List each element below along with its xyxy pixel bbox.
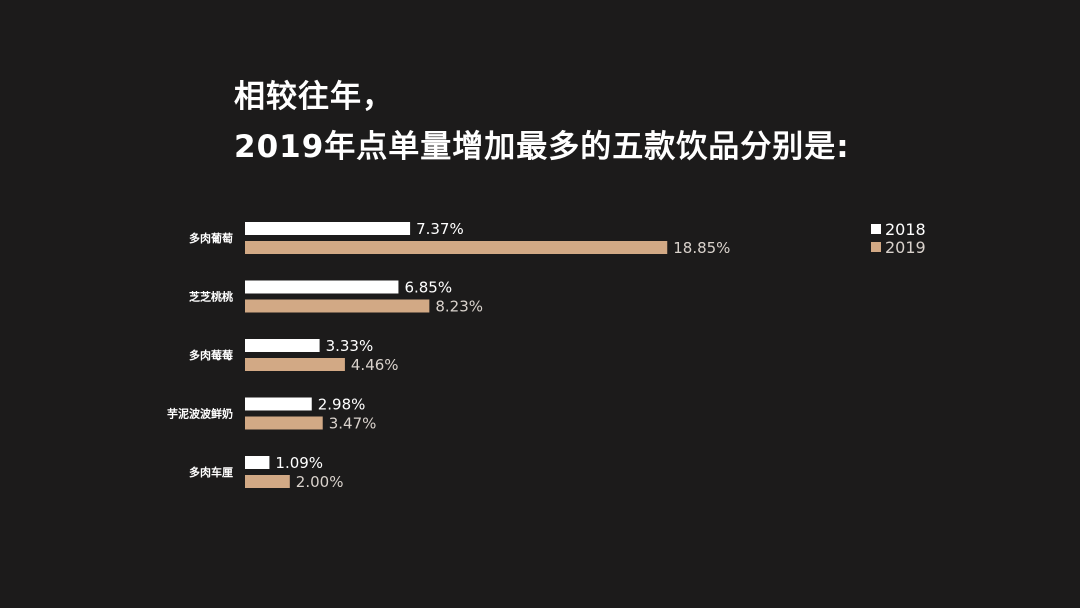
legend-swatch-2019 <box>871 242 881 252</box>
data-label-2018: 6.85% <box>404 279 452 297</box>
data-label-2019: 4.46% <box>351 356 399 374</box>
bar-2019 <box>245 358 345 371</box>
bar-2019 <box>245 241 668 254</box>
bar-2018 <box>245 456 270 469</box>
legend-label-2018: 2018 <box>885 220 926 239</box>
category-label: 多肉葡萄 <box>189 231 233 245</box>
bar-2019 <box>245 416 323 430</box>
category-label: 多肉莓莓 <box>189 348 233 362</box>
data-label-2018: 7.37% <box>416 220 464 238</box>
category-label: 芝芝桃桃 <box>189 290 233 304</box>
legend-label-2019: 2019 <box>885 238 926 257</box>
page-title: 相较往年， 2019年点单量增加最多的五款饮品分别是: <box>234 72 850 172</box>
data-label-2019: 3.47% <box>329 415 377 433</box>
data-label-2018: 3.33% <box>326 337 374 355</box>
data-label-2018: 2.98% <box>318 396 366 414</box>
bar-2018 <box>245 397 312 411</box>
category-label: 多肉车厘 <box>189 465 233 479</box>
legend-swatch-2018 <box>871 224 881 234</box>
data-label-2018: 1.09% <box>275 454 323 472</box>
bar-2018 <box>245 222 411 235</box>
data-label-2019: 2.00% <box>296 473 344 491</box>
data-label-2019: 18.85% <box>673 239 730 257</box>
bar-2018 <box>245 339 320 352</box>
category-label: 芋泥波波鲜奶 <box>167 407 233 421</box>
bar-2019 <box>245 475 290 488</box>
data-label-2019: 8.23% <box>435 298 483 316</box>
bar-2019 <box>245 299 430 313</box>
bar-2018 <box>245 280 399 294</box>
title-line-2: 2019年点单量增加最多的五款饮品分别是: <box>234 129 850 165</box>
title-line-1: 相较往年， <box>234 79 394 115</box>
